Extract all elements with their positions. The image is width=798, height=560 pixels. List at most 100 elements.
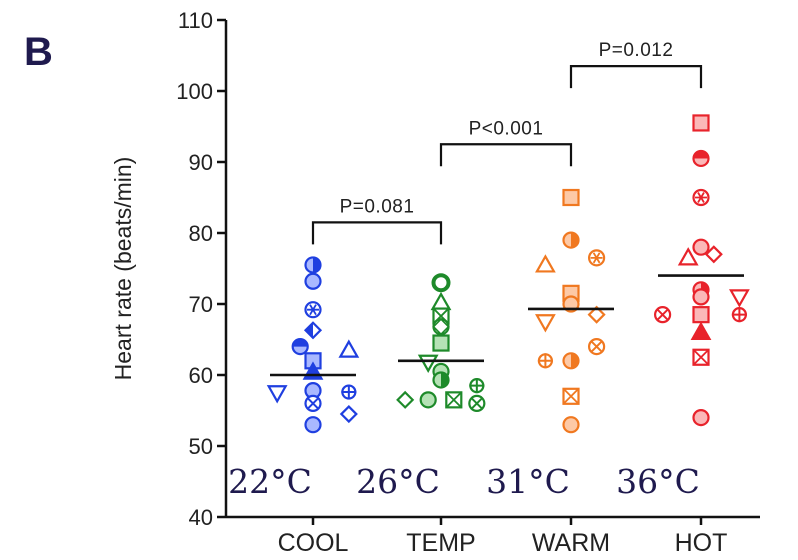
data-point-star-circle <box>587 249 606 267</box>
data-point-diamond <box>704 245 723 264</box>
point-circle <box>419 391 437 409</box>
data-point-circle <box>692 409 710 427</box>
x-tick-label: COOL <box>278 529 349 557</box>
data-point-plus-circle <box>469 378 485 394</box>
point-plus <box>537 353 553 369</box>
data-point-ring <box>431 273 451 293</box>
point-circle <box>304 416 322 434</box>
point-plus <box>731 307 747 323</box>
point-triangle-down <box>729 289 750 308</box>
point-star <box>590 252 603 264</box>
point-half <box>571 232 579 248</box>
data-point-circle-x <box>468 394 486 412</box>
category-labels: COOL TEMP WARM HOT 22°C 26°C 31°C 36°C <box>228 462 727 557</box>
data-point-plus-circle <box>537 353 554 369</box>
y-tick-label: 90 <box>189 150 213 175</box>
temperature-label: 22°C <box>228 462 312 501</box>
y-tick-label: 80 <box>189 221 213 246</box>
data-point-triangle-fill <box>690 321 712 340</box>
data-point-diamond <box>396 390 415 409</box>
point-half <box>441 372 449 388</box>
comparison-brackets: P=0.081 P<0.001 P=0.012 <box>311 40 703 245</box>
data-point-circle <box>692 238 710 256</box>
data-point-diamond <box>587 305 606 324</box>
data-point-square <box>692 306 710 324</box>
point-triangle-down <box>535 314 556 333</box>
point-half <box>571 353 579 369</box>
p-value-label: P<0.001 <box>469 118 544 139</box>
point-cross <box>656 308 669 321</box>
data-point-triangle-down <box>266 385 288 404</box>
point-triangle <box>535 254 556 273</box>
comparison-bracket <box>439 143 573 167</box>
y-tick-label: 60 <box>189 363 213 388</box>
data-point-triangle-down <box>535 314 556 333</box>
data-point-circle <box>692 288 710 306</box>
data-point-star-circle <box>304 301 322 319</box>
data-point-half-circle <box>432 371 450 389</box>
point-triangle <box>338 339 360 358</box>
x-tick-label: HOT <box>675 529 728 557</box>
point-half <box>693 150 709 159</box>
point-triangle-down <box>417 354 439 373</box>
data-point-triangle <box>677 247 699 266</box>
p-value-label: P=0.081 <box>340 196 415 217</box>
data-point-half-circle <box>562 231 580 249</box>
point-square <box>692 306 710 324</box>
data-point-circle <box>304 272 322 290</box>
point-plus <box>341 384 357 400</box>
point-triangle <box>690 321 712 340</box>
x-tick-label: WARM <box>532 529 610 557</box>
data-point-circle <box>419 391 437 409</box>
data-point-half-circle <box>304 256 322 274</box>
data-point-circle <box>562 416 580 434</box>
data-point-square-x <box>445 391 463 409</box>
x-tick-label: TEMP <box>406 529 475 557</box>
point-triangle <box>677 247 699 266</box>
point-half <box>313 257 321 273</box>
point-cross <box>692 349 710 366</box>
data-point-half-circle-v <box>291 338 309 356</box>
point-cross <box>590 340 603 353</box>
point-circle <box>692 288 710 306</box>
y-axis-label: Heart rate (beats/min) <box>110 157 136 381</box>
point-circle <box>432 318 450 336</box>
point-ring <box>431 273 451 293</box>
comparison-bracket <box>569 65 703 89</box>
point-diamond <box>432 318 450 336</box>
axis-layer: 40 50 60 70 80 90 100 110 Heart rate (beats/min) <box>110 8 760 530</box>
y-tick-label: 40 <box>189 505 213 530</box>
data-point-triangle <box>430 291 452 311</box>
data-point-circle <box>304 416 322 434</box>
point-circle <box>692 409 710 427</box>
temperature-label: 36°C <box>616 462 700 501</box>
data-point-half-circle-v <box>692 149 710 168</box>
point-square <box>432 334 450 352</box>
point-triangle <box>430 291 452 311</box>
data-point-square <box>562 188 580 207</box>
data-point-star-circle <box>692 188 710 207</box>
point-star <box>695 192 707 203</box>
temperature-label: 31°C <box>486 462 570 501</box>
point-circle <box>304 272 322 290</box>
y-tick-label: 100 <box>176 79 213 104</box>
point-diamond <box>396 390 415 409</box>
data-point-triangle <box>535 254 556 273</box>
data-point-plus-circle <box>341 384 357 400</box>
data-points <box>266 114 750 434</box>
point-triangle-down <box>266 385 288 404</box>
data-point-circle-x <box>653 306 672 324</box>
point-cross <box>471 397 483 410</box>
point-star <box>307 304 319 316</box>
point-half <box>292 339 308 347</box>
y-tick-label: 110 <box>178 8 213 33</box>
point-square <box>562 188 580 207</box>
data-point-square-x <box>692 348 710 366</box>
point-cross <box>562 388 580 405</box>
point-cross <box>445 391 462 408</box>
data-point-diamond-half <box>303 321 323 340</box>
point-diamond <box>339 404 358 424</box>
data-point-plus-circle <box>731 307 748 323</box>
p-value-label: P=0.012 <box>599 40 674 61</box>
